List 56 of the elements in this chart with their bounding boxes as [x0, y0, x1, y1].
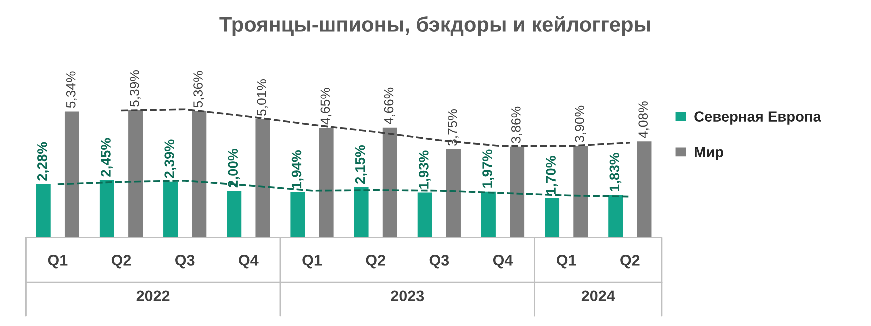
x-tick-label: Q4 [239, 255, 259, 269]
data-label: 3,75% [448, 110, 459, 146]
bar [544, 196, 561, 238]
x-tick-label: Q1 [302, 255, 322, 269]
text: 2024 [582, 290, 616, 302]
bar [98, 179, 116, 238]
x-tick-label: Q1 [557, 255, 576, 269]
bar [445, 148, 462, 238]
data-label: 3,90% [575, 106, 586, 142]
data-label: 5,34% [66, 72, 78, 108]
bar [508, 146, 526, 238]
data-label: 2,45% [101, 138, 113, 177]
bar [64, 110, 81, 238]
data-label: 5,01% [257, 80, 268, 116]
x-tick-label: Q4 [493, 255, 514, 269]
x-tick-label: Q2 [112, 255, 132, 269]
data-label: 1,97% [482, 150, 494, 188]
data-label: 2,00% [228, 149, 240, 188]
data-label: 4,08% [638, 102, 650, 138]
bar [352, 186, 370, 238]
data-label: 2,39% [164, 140, 177, 178]
data-label: 5,36% [194, 71, 204, 108]
x-tick-label: Q3 [176, 255, 195, 269]
bar [480, 190, 498, 238]
data-label: 4,66% [384, 88, 396, 125]
chart-title: Троянцы-шпионы, бэкдоры и кейлоггеры [220, 16, 650, 36]
data-label: 2,28% [38, 142, 50, 181]
x-tick-label: Q2 [620, 255, 640, 269]
bar [254, 118, 272, 238]
x-tick-label: Q2 [366, 255, 386, 269]
bar [636, 140, 654, 238]
bar [34, 183, 52, 238]
data-label: 1,93% [419, 150, 431, 189]
text: 2023 [391, 290, 424, 302]
data-label: 3,86% [512, 106, 522, 144]
bar [572, 144, 590, 238]
bar [607, 194, 625, 238]
text: 2022 [136, 290, 170, 302]
bar [162, 180, 180, 238]
x-tick-label: Q1 [48, 255, 68, 269]
bar [416, 191, 434, 238]
data-label: 1,83% [610, 153, 622, 192]
data-label: 4,65% [320, 88, 332, 125]
bar [226, 190, 244, 238]
legend-label: Северная Европа [694, 112, 822, 125]
bar [382, 126, 399, 238]
data-label: 5,39% [130, 70, 141, 107]
data-label: 1,94% [292, 150, 304, 189]
x-tick-label: Q3 [430, 255, 450, 269]
data-label: 1,70% [546, 156, 558, 194]
bar [318, 126, 336, 238]
bar [127, 109, 144, 238]
bar [190, 110, 208, 238]
data-label: 2,15% [355, 145, 368, 184]
legend-label: Мир [695, 147, 724, 160]
bar [289, 191, 307, 238]
